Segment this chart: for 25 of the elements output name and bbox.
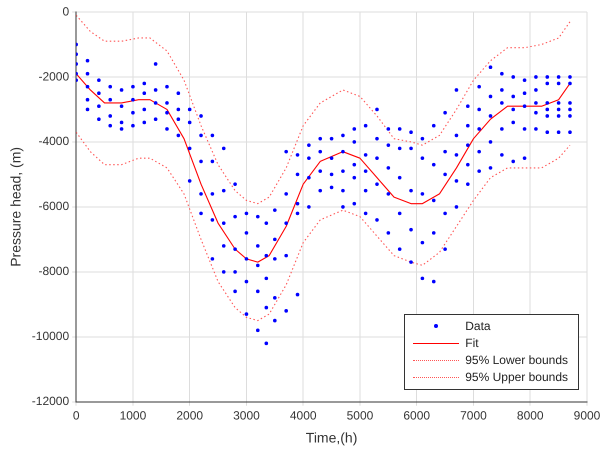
y-tick-label: -2000	[38, 69, 70, 84]
x-tick-label: 4000	[290, 408, 317, 422]
x-tick-label: 5000	[346, 408, 374, 422]
legend-label: Fit	[465, 336, 479, 350]
x-tick-label: 1000	[120, 408, 147, 422]
legend-label: Data	[465, 319, 491, 334]
y-axis-title: Pressure head, (m)	[7, 146, 24, 267]
legend-label: 95% Upper bounds	[465, 370, 568, 384]
x-axis-title: Time,(h)	[306, 429, 358, 446]
x-tick-label: 0	[72, 408, 80, 422]
y-tick-label: -10000	[32, 329, 70, 344]
x-tick-label: 6000	[403, 408, 430, 422]
x-tick-label: 3000	[233, 408, 260, 422]
x-tick-label: 8000	[516, 408, 544, 422]
y-tick-label: -8000	[38, 264, 70, 278]
y-tick-label: -6000	[38, 199, 70, 214]
line-series	[76, 132, 571, 322]
y-tick-label: -4000	[38, 134, 70, 148]
y-tick-label: -12000	[32, 394, 70, 408]
legend-label: 95% Lower bounds	[465, 353, 568, 368]
line-series	[76, 14, 571, 204]
x-tick-label: 7000	[460, 408, 488, 422]
x-tick-label: 2000	[176, 408, 204, 422]
y-tick-label: 0	[62, 4, 70, 18]
x-tick-label: 9000	[574, 408, 601, 422]
